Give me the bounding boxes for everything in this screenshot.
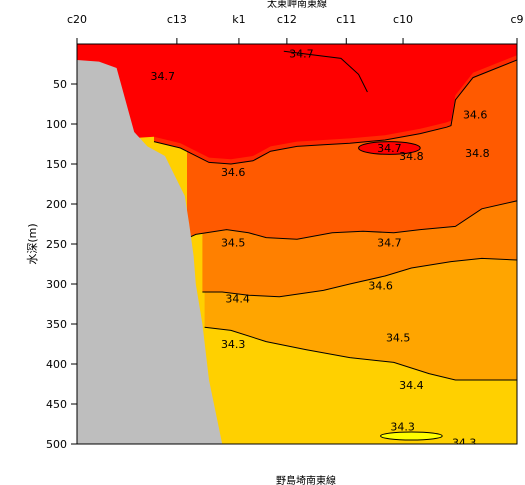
contour-label: 34.3 [221,338,246,351]
contour-label: 34.4 [225,292,250,305]
station-label: c13 [167,13,187,26]
contour-label: 34.5 [386,332,411,345]
station-label: k1 [232,13,245,26]
chart-title: 太東岬南東線 [267,0,327,10]
contour-label: 34.6 [463,108,488,121]
contour-label: 34.7 [377,142,402,155]
isoline-34.3 [204,326,517,381]
band-above-34.7 [77,44,517,160]
station-label: c10 [393,13,413,26]
y-tick-label: 450 [46,398,67,411]
isoline-34.4 [202,257,517,298]
contour-label: 34.7 [289,48,314,61]
y-axis-label: 水深(m) [26,223,39,264]
y-tick-label: 200 [46,198,67,211]
y-tick-label: 300 [46,278,67,291]
contour-label: 34.6 [368,280,393,293]
station-label: c11 [336,13,356,26]
contour-label: 34.3 [390,420,415,433]
contour-label: 34.4 [399,379,424,392]
contour-label: 34.3 [452,436,477,449]
station-label: c12 [277,13,297,26]
contour-label: 34.7 [151,70,176,83]
y-tick-label: 50 [53,78,67,91]
contour-label: 34.6 [221,166,246,179]
y-tick-label: 500 [46,438,67,451]
station-label: c20 [67,13,87,26]
isoline-34.5 [186,200,517,240]
isoline-34.7 [283,50,368,93]
contour-label: 34.7 [377,236,402,249]
y-tick-label: 350 [46,318,67,331]
contour-label: 34.8 [399,150,424,163]
y-tick-label: 150 [46,158,67,171]
closed-contour-1 [380,431,443,441]
closed-contour-0 [358,141,421,155]
contour-label: 34.5 [221,236,246,249]
y-tick-label: 400 [46,358,67,371]
contour-label: 34.8 [465,147,490,160]
seabed [77,60,223,444]
y-tick-label: 100 [46,118,67,131]
station-label: c9 [510,13,523,26]
bottom-section-label: 野島埼南東線 [276,474,336,485]
y-tick-label: 250 [46,238,67,251]
isoline-34.6 [153,59,517,165]
